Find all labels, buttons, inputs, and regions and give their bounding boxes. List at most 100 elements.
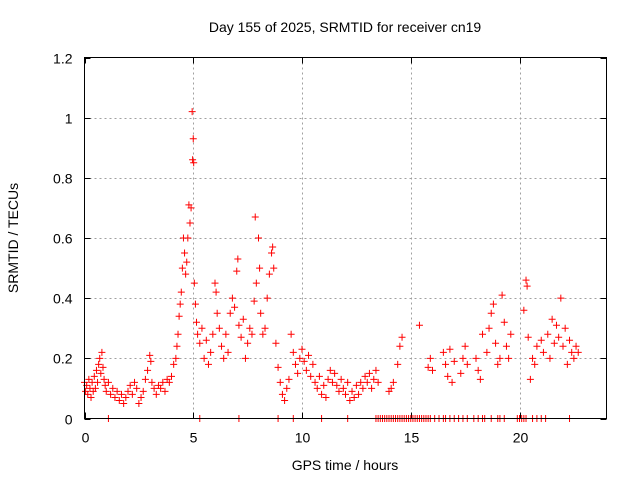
data-point (546, 354, 554, 362)
data-point (368, 384, 376, 392)
data-point (272, 339, 280, 347)
data-point (496, 354, 504, 362)
data-point (305, 351, 313, 359)
data-point (492, 339, 500, 347)
data-point (298, 345, 306, 353)
data-point (215, 324, 223, 332)
data-point (320, 381, 328, 389)
data-point (463, 360, 471, 368)
x-tick-label: 20 (513, 430, 529, 446)
data-point (102, 387, 110, 395)
data-point (270, 264, 278, 272)
data-point (561, 324, 569, 332)
data-point (87, 393, 95, 401)
data-point (524, 333, 532, 341)
data-point (189, 156, 197, 164)
data-point (252, 279, 260, 287)
data-point (289, 348, 297, 356)
data-point (318, 390, 326, 398)
data-point (537, 336, 545, 344)
data-point (300, 357, 308, 365)
data-point (269, 243, 277, 251)
data-point (174, 330, 182, 338)
data-point (274, 363, 282, 371)
data-point (485, 324, 493, 332)
data-point (250, 297, 258, 305)
data-point (550, 339, 558, 347)
data-point (117, 390, 125, 398)
data-point (348, 387, 356, 395)
y-tick-label: 0.2 (53, 351, 73, 367)
data-point (186, 219, 194, 227)
data-point (398, 333, 406, 341)
data-point (276, 378, 284, 386)
data-point (261, 324, 269, 332)
data-point (278, 390, 286, 398)
data-point (98, 348, 106, 356)
data-point (370, 375, 378, 383)
data-point (424, 363, 432, 371)
data-point (191, 300, 199, 308)
x-tick-label: 15 (404, 430, 420, 446)
data-point (97, 369, 105, 377)
data-point (111, 393, 119, 401)
data-point (476, 375, 484, 383)
data-point (457, 369, 465, 377)
data-point (544, 330, 552, 338)
data-point (326, 366, 334, 374)
data-point (237, 333, 245, 341)
data-point (251, 213, 259, 221)
data-point (461, 342, 469, 350)
data-point (150, 384, 158, 392)
data-point (522, 276, 530, 284)
data-point (113, 387, 121, 395)
y-tick-label: 1.2 (53, 51, 73, 67)
data-point (256, 264, 264, 272)
data-point (555, 333, 563, 341)
data-point (175, 312, 183, 320)
data-point (489, 300, 497, 308)
data-point (331, 369, 339, 377)
data-point (193, 318, 201, 326)
data-point (346, 396, 354, 404)
data-point (570, 354, 578, 362)
data-point (241, 354, 249, 362)
data-point (494, 360, 502, 368)
chart-title: Day 155 of 2025, SRMTID for receiver cn1… (209, 19, 482, 35)
data-point (170, 360, 178, 368)
data-point (224, 348, 232, 356)
data-point (328, 378, 336, 386)
data-point (172, 354, 180, 362)
data-point (287, 330, 295, 338)
y-tick-label: 0.4 (53, 291, 73, 307)
data-point (244, 339, 252, 347)
data-point (218, 342, 226, 350)
data-point (566, 336, 574, 344)
data-point (265, 270, 273, 278)
data-point (209, 330, 217, 338)
y-tick-label: 0.6 (53, 231, 73, 247)
x-tick-label: 0 (82, 430, 90, 446)
data-point (296, 354, 304, 362)
data-point (324, 375, 332, 383)
data-point (95, 360, 103, 368)
data-point (190, 159, 198, 167)
data-point (187, 204, 195, 212)
data-point (474, 366, 482, 374)
data-point (548, 315, 556, 323)
data-point (294, 369, 302, 377)
y-axis-label: SRMTID / TECUs (5, 183, 21, 293)
y-tick-labels: 0 0.2 0.4 0.6 0.8 1 1.2 (53, 51, 73, 428)
data-point (429, 366, 436, 374)
data-point (448, 378, 456, 386)
data-point (574, 348, 582, 356)
data-point (487, 309, 495, 317)
data-point (204, 360, 212, 368)
data-point (442, 360, 450, 368)
data-point (426, 354, 434, 362)
data-point (337, 375, 345, 383)
data-point (572, 342, 580, 350)
data-point (387, 384, 395, 392)
data-point (526, 375, 534, 383)
data-point (85, 375, 93, 383)
